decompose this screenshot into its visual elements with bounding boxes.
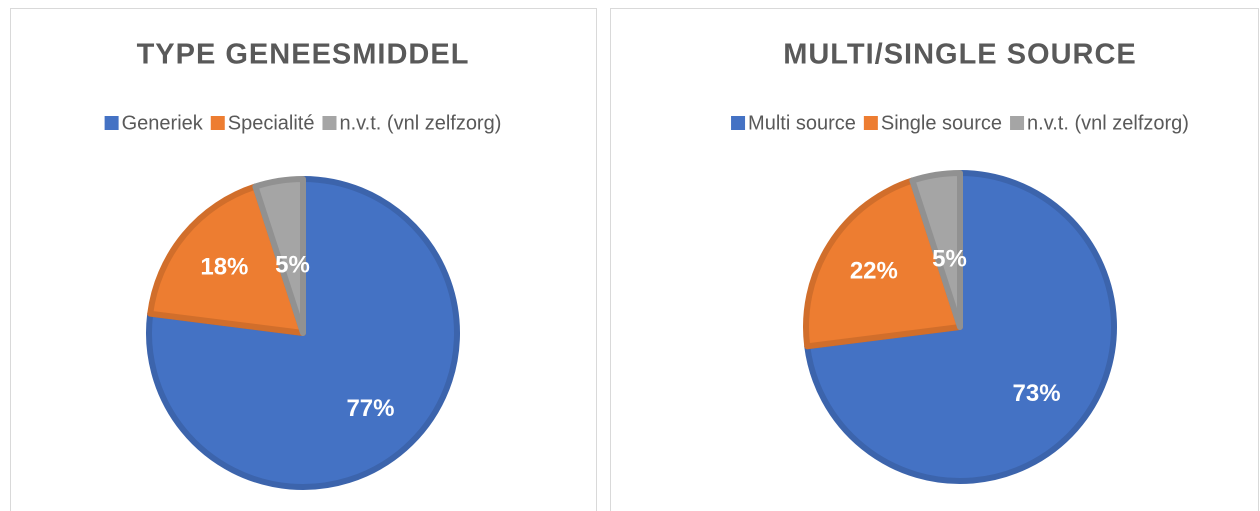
legend-label: n.v.t. (vnl zelfzorg) (1027, 112, 1189, 134)
data-label: 22% (850, 258, 898, 285)
pie-slice (146, 176, 460, 490)
pie-slice (803, 177, 963, 350)
legend-swatch (210, 116, 225, 130)
legend-label: Specialité (228, 112, 315, 134)
legend-swatch (322, 116, 337, 130)
data-label: 5% (932, 246, 967, 273)
legend-swatch (104, 116, 119, 130)
legend-label: Single source (881, 112, 1002, 134)
data-label: 77% (346, 395, 394, 422)
pie-slice (252, 176, 306, 336)
legend-label: Multi source (748, 112, 856, 134)
chart-title: MULTI/SINGLE SOURCE (783, 39, 1137, 71)
data-label: 73% (1013, 380, 1061, 407)
data-label: 18% (200, 253, 248, 280)
chart-title: TYPE GENEESMIDDEL (137, 39, 470, 71)
data-label: 5% (275, 252, 310, 279)
legend-swatch (1010, 116, 1025, 130)
legend-label: n.v.t. (vnl zelfzorg) (339, 112, 501, 134)
legend-label: Generiek (122, 112, 204, 134)
pie-slice (909, 170, 963, 330)
legend-swatch (731, 116, 746, 130)
legend-swatch (863, 116, 878, 130)
